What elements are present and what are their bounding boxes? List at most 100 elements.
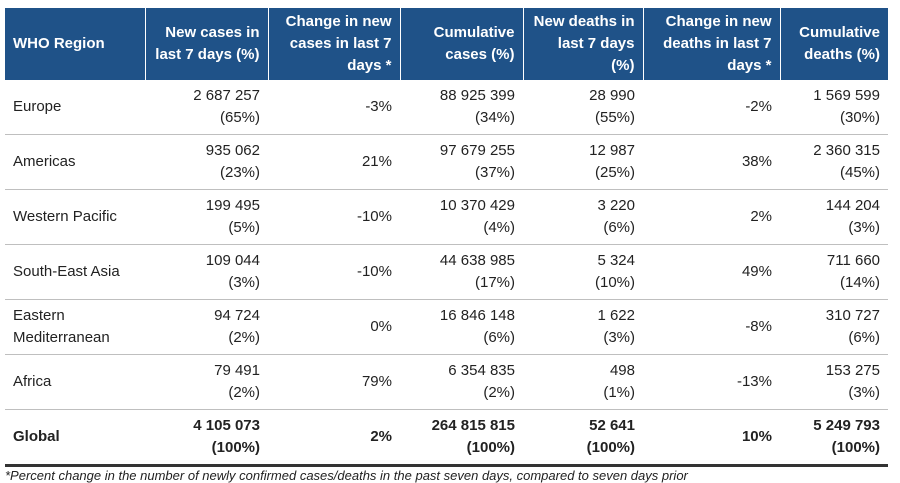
- cell-line: (34%): [474, 109, 515, 126]
- table-cell: 935 062 (23%): [145, 134, 268, 190]
- cell-line: 97 679 255: [439, 142, 515, 159]
- table-cell: 88 925 399 (34%): [400, 80, 523, 135]
- cell-line: -10%: [356, 208, 392, 225]
- cell-line: (5%): [228, 219, 260, 236]
- header-cell: Cumulative cases (%): [399, 8, 523, 80]
- cell-line: (100%): [466, 439, 515, 456]
- table-cell: 264 815 815 (100%): [400, 409, 523, 467]
- cell-line: (65%): [219, 109, 260, 126]
- cell-line: Africa: [13, 373, 52, 390]
- table-cell: South-East Asia: [5, 244, 145, 300]
- table-row: Africa 79 491 (2%) 79% 6 354 835 (2%) 498 (1%) -…: [5, 354, 888, 410]
- table-cell: 4 105 073 (100%): [145, 409, 268, 467]
- cell-line: 88 925 399: [439, 87, 515, 104]
- cell-line: Global: [13, 428, 60, 445]
- table-cell: 109 044 (3%): [145, 244, 268, 300]
- cell-line: 2%: [370, 428, 392, 445]
- cell-line: (3%): [848, 219, 880, 236]
- table-cell: -2%: [643, 80, 780, 135]
- table-cell: 16 846 148 (6%): [400, 299, 523, 355]
- cell-line: -10%: [356, 263, 392, 280]
- cell-line: 711 660: [826, 252, 880, 269]
- cell-line: Americas: [13, 153, 76, 170]
- cell-line: 79 491: [214, 362, 260, 379]
- cell-line: 28 990: [589, 87, 635, 104]
- table-cell: 52 641 (100%): [523, 409, 643, 467]
- header-cell: New cases in last 7 days (%): [144, 8, 268, 80]
- cell-line: (23%): [219, 164, 260, 181]
- table-cell: 498 (1%): [523, 354, 643, 410]
- cell-line: (3%): [848, 384, 880, 401]
- cell-line: Eastern: [13, 307, 65, 324]
- table-cell: 38%: [643, 134, 780, 190]
- table-cell: 1 622 (3%): [523, 299, 643, 355]
- cell-line: 1 622: [597, 307, 635, 324]
- table-cell: Eastern Mediterranean: [5, 299, 145, 355]
- table-cell: 79 491 (2%): [145, 354, 268, 410]
- cell-line: 21%: [361, 153, 392, 170]
- table-cell: Western Pacific: [5, 189, 145, 245]
- header-cell: Change in new cases in last 7 days *: [267, 8, 400, 80]
- cell-line: 109 044: [205, 252, 260, 269]
- cell-line: (2%): [483, 384, 515, 401]
- table-cell: 10 370 429 (4%): [400, 189, 523, 245]
- table-cell: 28 990 (55%): [523, 80, 643, 135]
- cell-line: 10 370 429: [439, 197, 515, 214]
- cell-line: 94 724: [214, 307, 260, 324]
- cell-line: 10%: [741, 428, 772, 445]
- cell-line: 3 220: [597, 197, 635, 214]
- cell-line: 144 204: [825, 197, 880, 214]
- cell-line: South-East Asia: [13, 263, 120, 280]
- table-cell: 2%: [643, 189, 780, 245]
- cell-line: (2%): [228, 329, 260, 346]
- cell-line: (100%): [831, 439, 880, 456]
- cell-line: 264 815 815: [431, 417, 515, 434]
- cell-line: -3%: [365, 98, 392, 115]
- table-row: Eastern Mediterranean 94 724 (2%) 0% 16 846 1…: [5, 299, 888, 355]
- cell-line: 153 275: [825, 362, 880, 379]
- table-cell: 3 220 (6%): [523, 189, 643, 245]
- table-row: Western Pacific 199 495 (5%) -10% 10 370 429…: [5, 189, 888, 245]
- cell-line: (10%): [594, 274, 635, 291]
- cell-line: 935 062: [205, 142, 260, 159]
- cell-line: Europe: [13, 98, 62, 115]
- cell-line: 38%: [741, 153, 772, 170]
- header-cell: Change in new deaths in last 7 days *: [642, 8, 780, 80]
- footnote: *Percent change in the number of newly c…: [5, 468, 688, 483]
- table-cell: 711 660 (14%): [780, 244, 888, 300]
- table-wrap: WHO Region New cases in last 7 days (%) Ch…: [5, 8, 888, 467]
- cell-line: Western Pacific: [13, 208, 117, 225]
- cell-line: (3%): [228, 274, 260, 291]
- cell-line: 4 105 073: [193, 417, 260, 434]
- table-cell: 5 249 793 (100%): [780, 409, 888, 467]
- cell-line: (45%): [839, 164, 880, 181]
- table-row: Europe 2 687 257 (65%) -3% 88 925 399 (34%) 28…: [5, 80, 888, 135]
- table-cell: -10%: [268, 189, 400, 245]
- cell-line: 310 727: [825, 307, 880, 324]
- table-cell: -8%: [643, 299, 780, 355]
- table-cell: Global: [5, 409, 145, 467]
- table-cell: Europe: [5, 80, 145, 135]
- cell-line: 49%: [741, 263, 772, 280]
- table-cell: -3%: [268, 80, 400, 135]
- cell-line: (100%): [586, 439, 635, 456]
- cell-line: 5 249 793: [813, 417, 880, 434]
- cell-line: (3%): [603, 329, 635, 346]
- header-cell: New deaths in last 7 days (%): [522, 8, 643, 80]
- cell-line: (6%): [603, 219, 635, 236]
- cell-line: (6%): [848, 329, 880, 346]
- cell-line: 52 641: [589, 417, 635, 434]
- table-cell: -13%: [643, 354, 780, 410]
- table-body: Europe 2 687 257 (65%) -3% 88 925 399 (34%) 28…: [5, 80, 888, 467]
- cell-line: -13%: [736, 373, 772, 390]
- table-cell: 10%: [643, 409, 780, 467]
- cell-line: (100%): [211, 439, 260, 456]
- cell-line: (25%): [594, 164, 635, 181]
- cell-line: 16 846 148: [439, 307, 515, 324]
- table-cell: 6 354 835 (2%): [400, 354, 523, 410]
- cell-line: (55%): [594, 109, 635, 126]
- table-cell: 97 679 255 (37%): [400, 134, 523, 190]
- cell-line: 12 987: [589, 142, 635, 159]
- cell-line: -8%: [745, 318, 772, 335]
- cell-line: (4%): [483, 219, 515, 236]
